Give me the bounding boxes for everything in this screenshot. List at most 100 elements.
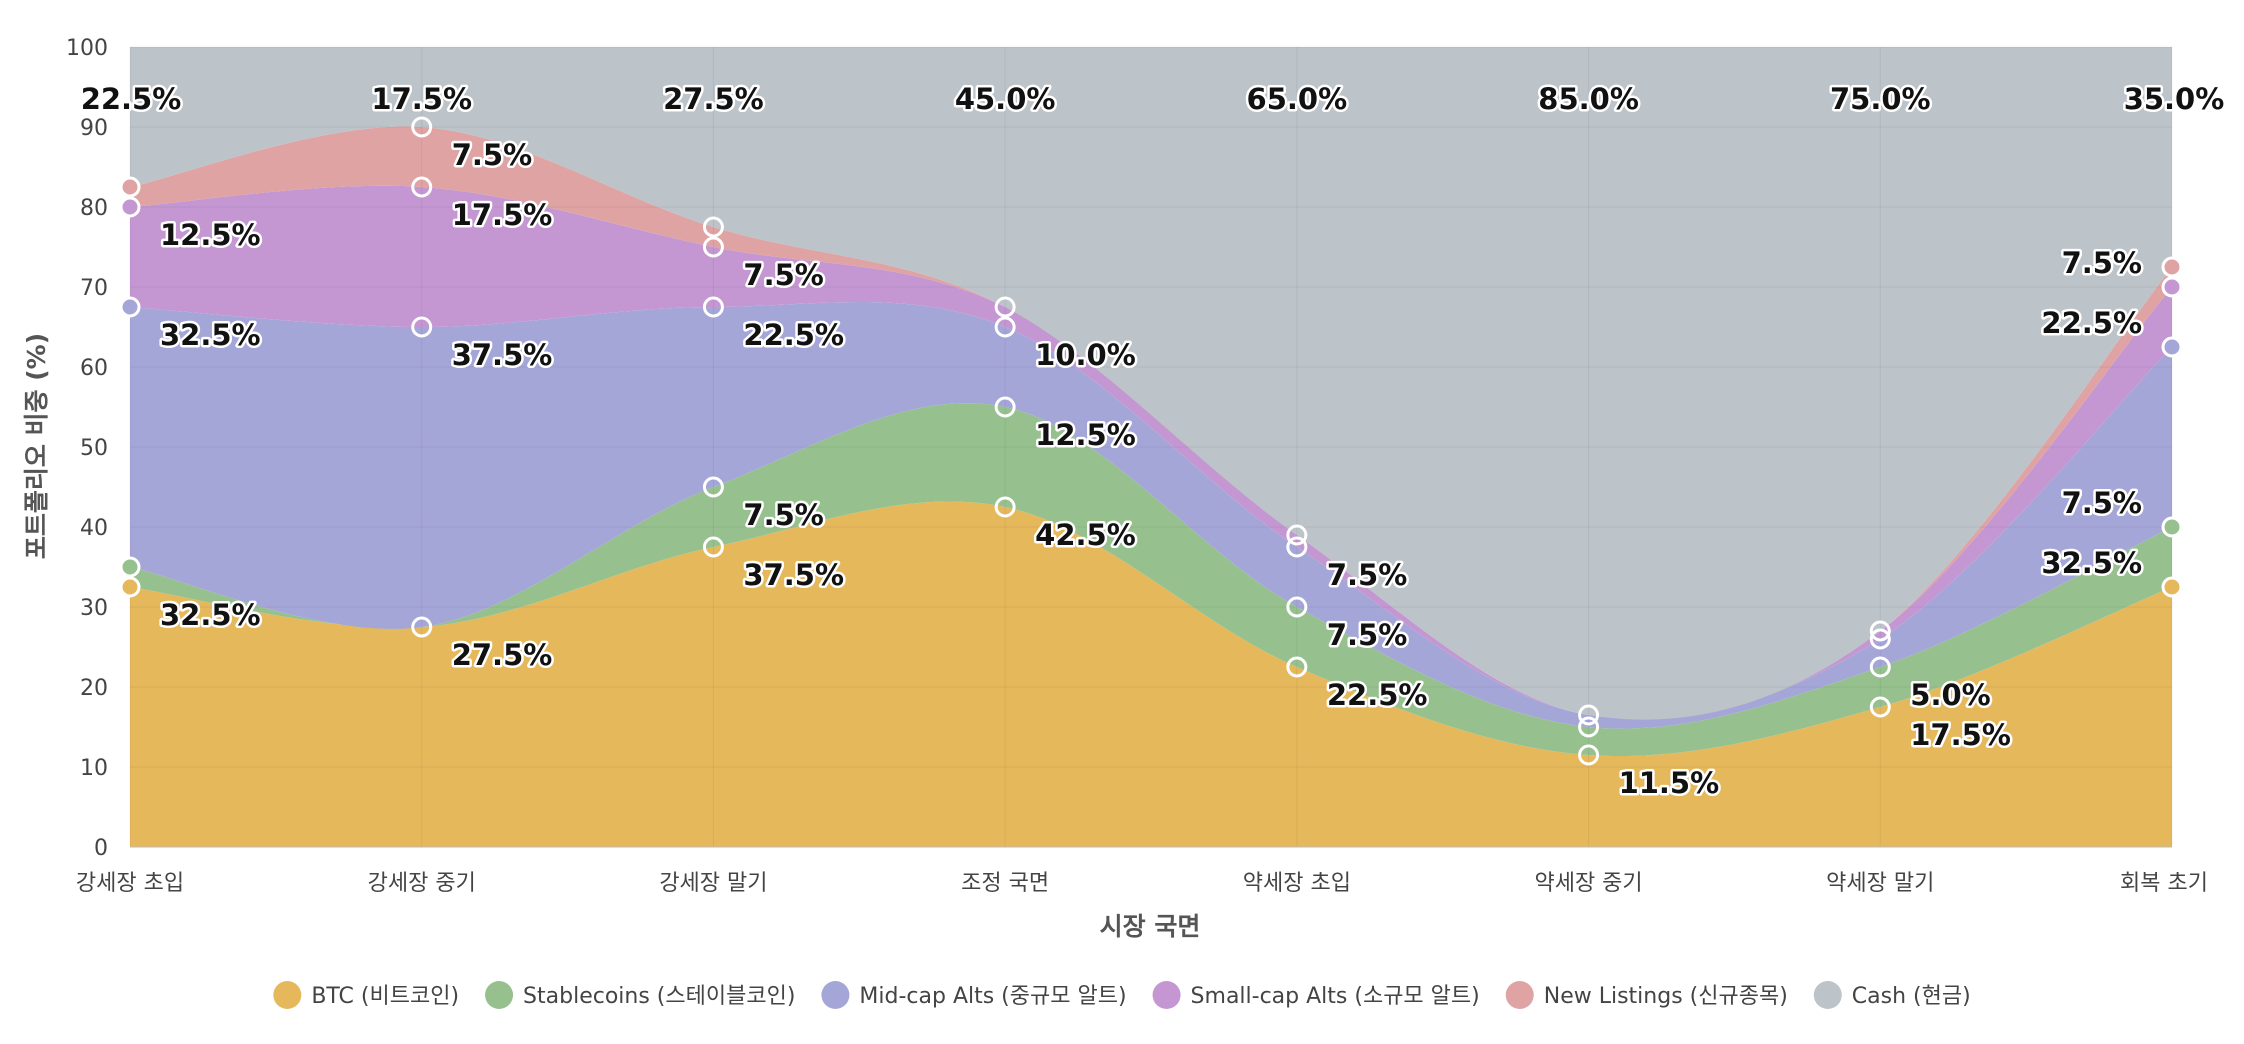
data-label-small-cap-alts: 7.5% (743, 258, 823, 292)
axes: 0 10 20 30 40 50 60 70 80 90 100 강세장 초입 강세장 중기 강세장 말… (22, 36, 2208, 941)
y-tick-label: 40 (80, 516, 108, 541)
point-btc (1578, 744, 1600, 766)
y-axis-title: 포트폴리오 비중 (%) (22, 333, 51, 559)
point-stablecoins (1578, 716, 1600, 738)
data-label-stablecoins: 5.0% (1910, 678, 1990, 712)
legend-swatch (485, 981, 514, 1009)
point-stablecoins (2161, 516, 2183, 538)
point-new-listings (702, 216, 724, 238)
data-label-btc: 37.5% (743, 558, 844, 592)
x-tick-label: 회복 초기 (2120, 871, 2208, 896)
data-label-small-cap-alts: 17.5% (452, 198, 553, 232)
legend-item-new-listings[interactable]: New Listings (신규종목) (1505, 981, 1788, 1009)
point-new-listings (119, 176, 141, 198)
data-label-btc: 11.5% (1619, 766, 1720, 800)
data-label-stablecoins: 12.5% (1035, 418, 1136, 452)
x-tick-label: 강세장 말기 (659, 871, 767, 896)
point-mid-cap-alts (119, 296, 141, 318)
point-mid-cap-alts (994, 316, 1016, 338)
x-tick-label: 조정 국면 (961, 871, 1049, 896)
data-label-cash: 45.0% (955, 82, 1056, 116)
data-points (119, 116, 2183, 766)
legend-item-mid-cap-alts[interactable]: Mid-cap Alts (중규모 알트) (821, 981, 1127, 1009)
legend-swatch (273, 981, 302, 1009)
data-label-btc: 42.5% (1035, 518, 1136, 552)
data-label-small-cap-alts: 12.5% (160, 218, 261, 252)
point-mid-cap-alts (411, 316, 433, 338)
point-btc (1869, 696, 1891, 718)
area-cash (130, 47, 2172, 720)
data-labels: 32.5% 27.5% 37.5% 42.5% 22.5% 11.5% 17.5% 32.5%… (78, 80, 2227, 803)
legend-label: New Listings (신규종목) (1544, 984, 1788, 1009)
data-label-cash: 75.0% (1830, 82, 1931, 116)
point-small-cap-alts (119, 196, 141, 218)
y-tick-label: 30 (80, 596, 108, 621)
legend: BTC (비트코인) Stablecoins (스테이블코인) Mid-cap Al… (273, 981, 1971, 1009)
point-small-cap-alts (2161, 276, 2183, 298)
data-label-cash: 27.5% (663, 82, 764, 116)
data-label-cash: 85.0% (1538, 82, 1639, 116)
data-label-stablecoins: 7.5% (2062, 486, 2142, 520)
y-tick-label: 80 (80, 196, 108, 221)
point-mid-cap-alts (1286, 536, 1308, 558)
area-small-cap-alts (130, 185, 2172, 720)
point-mid-cap-alts (1869, 628, 1891, 650)
x-tick-label: 약세장 초입 (1243, 871, 1351, 896)
point-btc (411, 616, 433, 638)
legend-item-stablecoins[interactable]: Stablecoins (스테이블코인) (485, 981, 795, 1009)
point-small-cap-alts (1286, 524, 1308, 546)
y-tick-label: 70 (80, 276, 108, 301)
data-label-mid-cap-alts: 22.5% (2041, 306, 2142, 340)
point-small-cap-alts (411, 176, 433, 198)
point-btc (994, 496, 1016, 518)
x-tick-label: 강세장 중기 (368, 871, 476, 896)
legend-item-btc[interactable]: BTC (비트코인) (273, 981, 459, 1009)
y-tick-label: 0 (94, 836, 108, 861)
legend-item-small-cap-alts[interactable]: Small-cap Alts (소규모 알트) (1152, 981, 1480, 1009)
data-label-mid-cap-alts: 22.5% (743, 318, 844, 352)
point-stablecoins (1869, 656, 1891, 678)
data-label-stablecoins: 7.5% (743, 498, 823, 532)
x-axis-title: 시장 국면 (1100, 912, 1201, 941)
point-stablecoins (994, 396, 1016, 418)
legend-item-cash[interactable]: Cash (현금) (1813, 981, 1971, 1009)
data-label-small-cap-alts: 7.5% (2062, 246, 2142, 280)
area-btc (130, 501, 2172, 847)
y-tick-label: 100 (66, 36, 108, 61)
y-axis-ticks: 0 10 20 30 40 50 60 70 80 90 100 (66, 36, 108, 861)
y-tick-label: 60 (80, 356, 108, 381)
y-tick-label: 10 (80, 756, 108, 781)
legend-label: BTC (비트코인) (311, 984, 459, 1009)
point-mid-cap-alts (702, 296, 724, 318)
point-small-cap-alts (702, 236, 724, 258)
point-btc (702, 536, 724, 558)
area-new-listings (130, 126, 2172, 720)
point-stablecoins (1286, 596, 1308, 618)
point-new-listings (2161, 256, 2183, 278)
x-axis-ticks: 강세장 초입 강세장 중기 강세장 말기 조정 국면 약세장 초입 약세장 중기 약세장 말… (76, 871, 2208, 896)
data-label-btc: 17.5% (1910, 718, 2011, 752)
point-stablecoins (702, 476, 724, 498)
legend-label: Mid-cap Alts (중규모 알트) (859, 984, 1126, 1009)
point-btc (2161, 576, 2183, 598)
point-small-cap-alts (994, 296, 1016, 318)
area-mid-cap-alts (130, 302, 2172, 729)
point-btc (1286, 656, 1308, 678)
point-small-cap-alts (1869, 620, 1891, 642)
data-label-btc: 32.5% (160, 598, 261, 632)
legend-swatch (1505, 981, 1534, 1009)
point-btc (119, 576, 141, 598)
series-areas (130, 47, 2172, 847)
data-label-mid-cap-alts: 32.5% (160, 318, 261, 352)
y-tick-label: 90 (80, 116, 108, 141)
data-label-mid-cap-alts: 37.5% (452, 338, 553, 372)
data-label-btc: 32.5% (2041, 546, 2142, 580)
data-label-new-listings: 7.5% (452, 138, 532, 172)
data-label-cash: 35.0% (2124, 82, 2225, 116)
point-mid-cap-alts (2161, 336, 2183, 358)
data-label-cash: 22.5% (81, 82, 182, 116)
x-tick-label: 약세장 중기 (1534, 871, 1642, 896)
data-label-btc: 27.5% (452, 638, 553, 672)
